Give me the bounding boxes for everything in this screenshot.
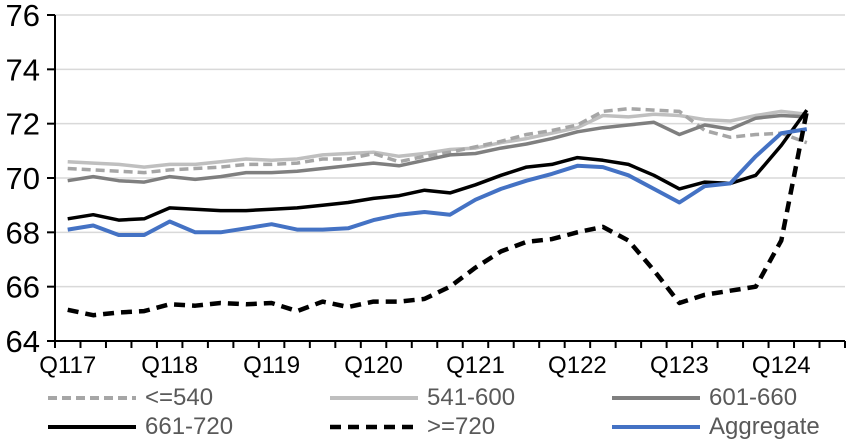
y-axis-tick-label: 74 — [6, 52, 40, 87]
y-axis-tick-label: 66 — [6, 270, 40, 305]
series-line-541-600 — [67, 109, 807, 169]
legend-line-sample-aggregate — [612, 425, 700, 429]
legend-line-sample-541-600 — [330, 396, 418, 400]
series-line-601-660 — [67, 113, 807, 184]
legend-item-601-660: 601-660 — [612, 384, 797, 412]
x-axis-tick-label: Q124 — [752, 352, 811, 379]
y-axis-tick-label: 76 — [6, 0, 40, 33]
y-axis-tick-label: 64 — [6, 324, 40, 359]
series-line--720 — [67, 110, 810, 318]
series-line--540 — [67, 106, 808, 175]
x-axis-tick-label: Q119 — [243, 352, 300, 379]
legend-label-661-720: 661-720 — [145, 413, 234, 440]
x-axis-tick-label: Q121 — [446, 352, 505, 379]
x-axis-tick-label: Q118 — [141, 352, 198, 379]
x-axis-tick-label: Q120 — [344, 352, 403, 379]
legend-label-aggregate: Aggregate — [709, 413, 820, 440]
y-axis-tick-label: 72 — [6, 107, 40, 142]
legend-label-601-660: 601-660 — [709, 384, 798, 411]
legend-item-661-720: 661-720 — [48, 413, 233, 441]
legend-line-sample-ge720 — [330, 424, 418, 430]
x-axis-tick-label: Q117 — [39, 352, 96, 379]
legend-label-ge720: >=720 — [427, 413, 496, 440]
x-axis-tick-label: Q122 — [548, 352, 607, 379]
legend-item-541-600: 541-600 — [330, 384, 515, 412]
legend-line-sample-661-720 — [48, 425, 136, 429]
legend-line-sample-601-660 — [612, 396, 700, 400]
legend-item-le540: <=540 — [48, 384, 213, 412]
series-line-661-720 — [67, 109, 809, 222]
y-axis-tick-label: 70 — [6, 161, 40, 196]
legend-item-ge720: >=720 — [330, 413, 495, 441]
legend-label-541-600: 541-600 — [427, 384, 516, 411]
series-line-aggregate — [67, 127, 808, 237]
legend-item-aggregate: Aggregate — [612, 413, 820, 441]
y-axis-tick-label: 68 — [6, 215, 40, 250]
legend-line-sample-le540 — [48, 396, 136, 400]
legend-label-le540: <=540 — [145, 384, 214, 411]
x-axis-tick-label: Q123 — [650, 352, 709, 379]
plot-area: 64 66 68 70 72 74 76 Q117 Q118 Q119 Q120 Q121 Q122 Q1… — [6, 0, 846, 379]
